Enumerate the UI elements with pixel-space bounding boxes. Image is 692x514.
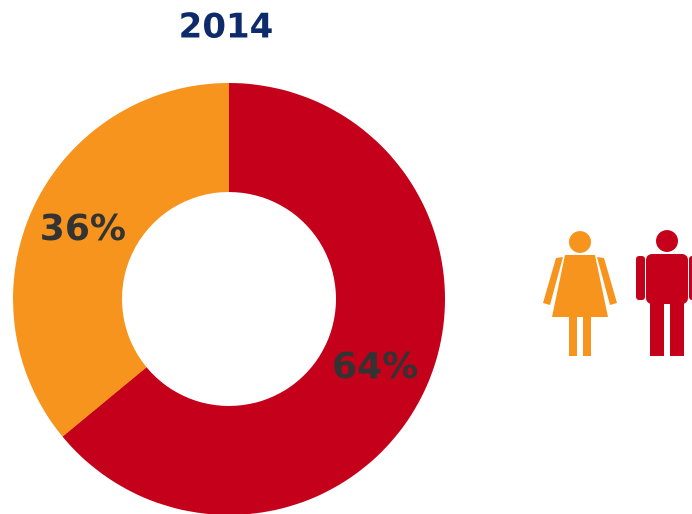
woman-icon	[543, 231, 617, 356]
donut-slice	[12, 82, 229, 437]
gender-icons	[543, 230, 692, 356]
data-label: 36%	[40, 208, 126, 249]
donut-slice	[62, 83, 445, 514]
chart-title: 2014	[179, 7, 274, 47]
data-label: 64%	[332, 346, 418, 387]
man-icon	[636, 230, 692, 356]
